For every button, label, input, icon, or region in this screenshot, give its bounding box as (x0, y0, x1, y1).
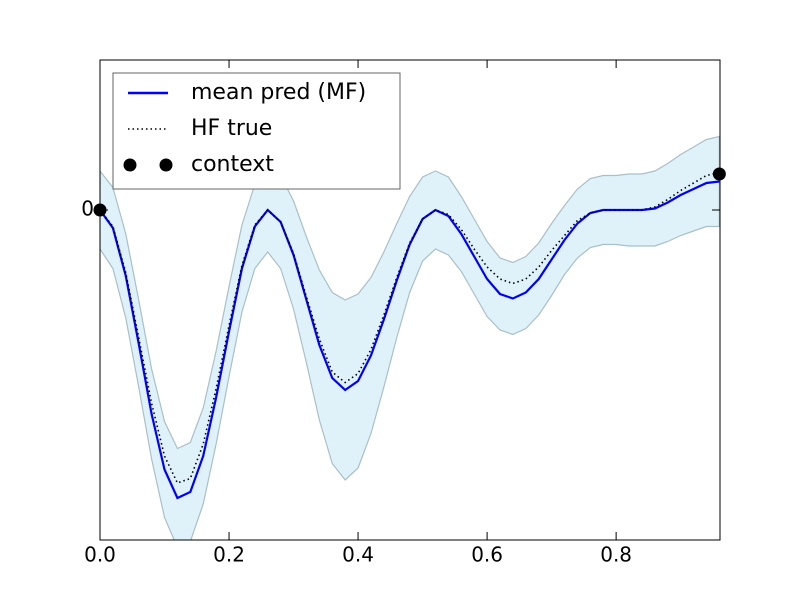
x-tick-label: 0.0 (84, 543, 116, 567)
legend-marker (123, 158, 137, 172)
legend-label: HF true (191, 116, 272, 141)
legend: mean pred (MF) HF true context (112, 72, 401, 190)
x-tick-label: 0.6 (471, 543, 503, 567)
confidence-band (100, 135, 720, 540)
y-tick-label: 0 (81, 197, 94, 221)
legend-marker (159, 158, 173, 172)
x-tick-label: 0.4 (342, 543, 374, 567)
line (100, 180, 720, 500)
x-tick-label: 0.8 (600, 543, 632, 567)
legend-label: mean pred (MF) (191, 80, 366, 105)
axes-frame (99, 59, 721, 541)
plot-area (100, 135, 720, 540)
point (712, 167, 726, 181)
x-tick-label: 0.2 (213, 543, 245, 567)
legend-label: context (191, 152, 274, 177)
